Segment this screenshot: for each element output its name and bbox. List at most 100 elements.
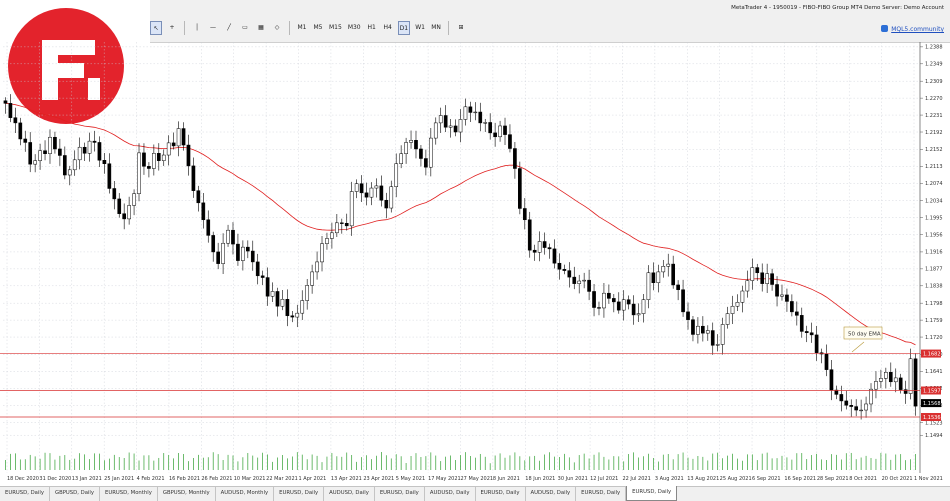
- chart-tab[interactable]: EURUSD, Daily: [274, 487, 325, 501]
- candle-body: [62, 155, 67, 176]
- candle-body: [770, 273, 774, 285]
- candle-body: [369, 187, 374, 198]
- ema-annotation-text: 50 day EMA: [848, 332, 881, 338]
- chart-tab[interactable]: EURUSD, Daily: [375, 487, 425, 501]
- horizontal-line-tool-icon[interactable]: —: [210, 24, 216, 31]
- mql5-community-link[interactable]: MQL5.community: [881, 25, 944, 33]
- candle-body: [443, 115, 448, 128]
- candle-body: [147, 166, 151, 169]
- timeframe-m1-button[interactable]: M1: [297, 24, 307, 31]
- timeframe-mn-button[interactable]: MN: [431, 24, 441, 31]
- candle-body: [854, 406, 859, 411]
- timeframe-h4-button[interactable]: H4: [383, 24, 392, 31]
- candle-body: [48, 136, 52, 154]
- fibonacci-tool-icon[interactable]: ▦: [258, 24, 264, 31]
- chart-tab[interactable]: EURUSD, Daily: [476, 487, 526, 501]
- candle-body: [72, 159, 77, 171]
- fibo-logo-icon: [8, 8, 124, 124]
- time-tick-label: 27 May 2021: [460, 476, 494, 482]
- candle-body: [354, 183, 359, 192]
- candle-body: [676, 284, 680, 290]
- timeframe-m30-button[interactable]: M30: [347, 24, 361, 31]
- candle-body: [206, 219, 211, 236]
- candle-body: [379, 185, 384, 201]
- chart-tab[interactable]: EURUSD, Daily: [0, 487, 50, 501]
- candle-body: [241, 246, 245, 261]
- chart-tabs: EURUSD, Daily GBPUSD, Daily EURUSD, Monthl…: [0, 486, 950, 501]
- chart-tab[interactable]: EURUSD, Monthly: [100, 487, 158, 501]
- candles: [3, 94, 918, 420]
- toolbar-divider: [184, 21, 185, 35]
- trendline-tool-icon[interactable]: ╱: [227, 24, 231, 31]
- candle-body: [290, 315, 295, 318]
- timeframe-m5-button[interactable]: M5: [313, 24, 323, 31]
- candle-body: [201, 202, 206, 221]
- candle-body: [542, 241, 547, 248]
- vertical-line-tool-icon[interactable]: │: [195, 24, 199, 31]
- candle-body: [898, 377, 903, 390]
- candle-body: [908, 358, 913, 394]
- chart-tab[interactable]: AUDUSD, Daily: [324, 487, 375, 501]
- candle-body: [864, 403, 868, 411]
- candle-body: [498, 125, 502, 138]
- candle-body: [577, 280, 582, 284]
- candle-body: [310, 271, 314, 286]
- crosshair-tool-icon[interactable]: +: [169, 24, 175, 31]
- candle-body: [453, 125, 458, 133]
- candle-body: [339, 222, 344, 224]
- timeframe-m15-button[interactable]: M15: [329, 24, 342, 31]
- ema-annotation[interactable]: 50 day EMA: [843, 326, 883, 353]
- price-label-text: 1.1536: [923, 415, 941, 421]
- chart-tab[interactable]: EURUSD, Daily: [626, 486, 678, 501]
- candle-body: [458, 119, 463, 133]
- candle-body: [755, 267, 760, 274]
- candle-body: [320, 243, 324, 263]
- price-label-box: [921, 386, 941, 395]
- candle-body: [765, 273, 769, 284]
- candle-body: [888, 372, 893, 383]
- candle-body: [824, 353, 829, 370]
- window-title: MetaTrader 4 - 1950019 - FIBO-FIBO Group…: [731, 5, 944, 11]
- timeframe-w1-button[interactable]: W1: [415, 24, 425, 31]
- time-tick-label: 20 Oct 2021: [881, 476, 913, 482]
- timeframe-d1-button[interactable]: D1: [397, 21, 411, 35]
- candle-body: [814, 334, 819, 353]
- chart-tab[interactable]: AUDUSD, Daily: [425, 487, 476, 501]
- candle-body: [611, 298, 616, 303]
- price-label-box: [921, 349, 941, 358]
- candle-body: [33, 160, 37, 165]
- candle-body: [414, 140, 418, 150]
- chart-tab[interactable]: AUDUSD, Daily: [526, 487, 577, 501]
- candle-body: [260, 275, 265, 278]
- candle-body: [869, 388, 873, 405]
- candle-body: [171, 142, 176, 147]
- price-tick-label: 1.2192: [925, 130, 943, 136]
- candle-body: [745, 280, 750, 292]
- grid-layout-icon[interactable]: ⊞: [458, 24, 464, 31]
- candle-body: [176, 128, 181, 147]
- chart-tab[interactable]: EURUSD, Daily: [576, 487, 627, 501]
- candle-body: [621, 299, 626, 311]
- candle-body: [710, 330, 715, 346]
- volume-bars: [5, 452, 916, 470]
- candle-body: [879, 378, 883, 382]
- horizontal-lines[interactable]: [0, 353, 920, 418]
- candle-body: [582, 279, 586, 282]
- candle-body: [409, 140, 413, 143]
- text-label-tool-icon[interactable]: ▭: [242, 24, 248, 31]
- shapes-tool-icon[interactable]: ◇: [274, 24, 280, 31]
- price-label-box: [921, 413, 941, 421]
- price-tick-label: 1.2231: [925, 113, 943, 119]
- chart-tab[interactable]: AUDUSD, Monthly: [216, 487, 275, 501]
- candle-body: [280, 299, 285, 307]
- candle-body: [181, 128, 186, 146]
- cursor-tool-icon[interactable]: ↖: [150, 21, 162, 35]
- price-tick-label: 1.2113: [925, 164, 943, 170]
- candle-body: [641, 299, 646, 314]
- timeframe-h1-button[interactable]: H1: [367, 24, 376, 31]
- price-tick-label: 1.2349: [925, 62, 943, 68]
- chart-tab[interactable]: GBPUSD, Daily: [50, 487, 101, 501]
- chart-tab[interactable]: GBPUSD, Monthly: [158, 487, 216, 501]
- candle-body: [394, 163, 399, 188]
- price-chart[interactable]: 1.2388 1.2349 1.2309 1.2270 1.2231 1.2192 1.21…: [0, 42, 950, 473]
